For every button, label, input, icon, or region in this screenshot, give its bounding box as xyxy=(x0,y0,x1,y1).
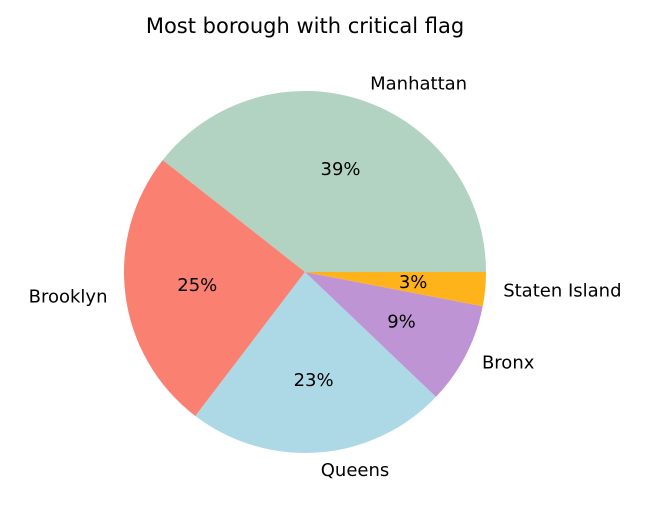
slice-label-staten-island: Staten Island xyxy=(503,280,621,301)
slice-percent-brooklyn: 25% xyxy=(177,275,217,296)
pie-slice-manhattan xyxy=(162,90,486,272)
slice-percent-manhattan: 39% xyxy=(321,159,361,180)
pie-slice-brooklyn xyxy=(123,160,305,417)
slice-percent-bronx: 9% xyxy=(387,311,416,332)
slice-label-brooklyn: Brooklyn xyxy=(29,287,108,308)
chart-title: Most borough with critical flag xyxy=(146,14,464,38)
pie-labels: Manhattan 39% Brooklyn 25% Queens 23% Bronx 9% S… xyxy=(29,73,622,481)
pie-slice-queens xyxy=(195,272,436,454)
slice-label-manhattan: Manhattan xyxy=(370,73,467,94)
slice-percent-queens: 23% xyxy=(294,370,334,391)
slice-percent-staten-island: 3% xyxy=(399,272,428,293)
slice-label-queens: Queens xyxy=(321,460,390,481)
pie-slice-staten-island xyxy=(305,272,486,307)
pie-slices xyxy=(123,90,486,454)
slice-label-bronx: Bronx xyxy=(482,353,535,374)
pie-slice-bronx xyxy=(305,272,483,397)
